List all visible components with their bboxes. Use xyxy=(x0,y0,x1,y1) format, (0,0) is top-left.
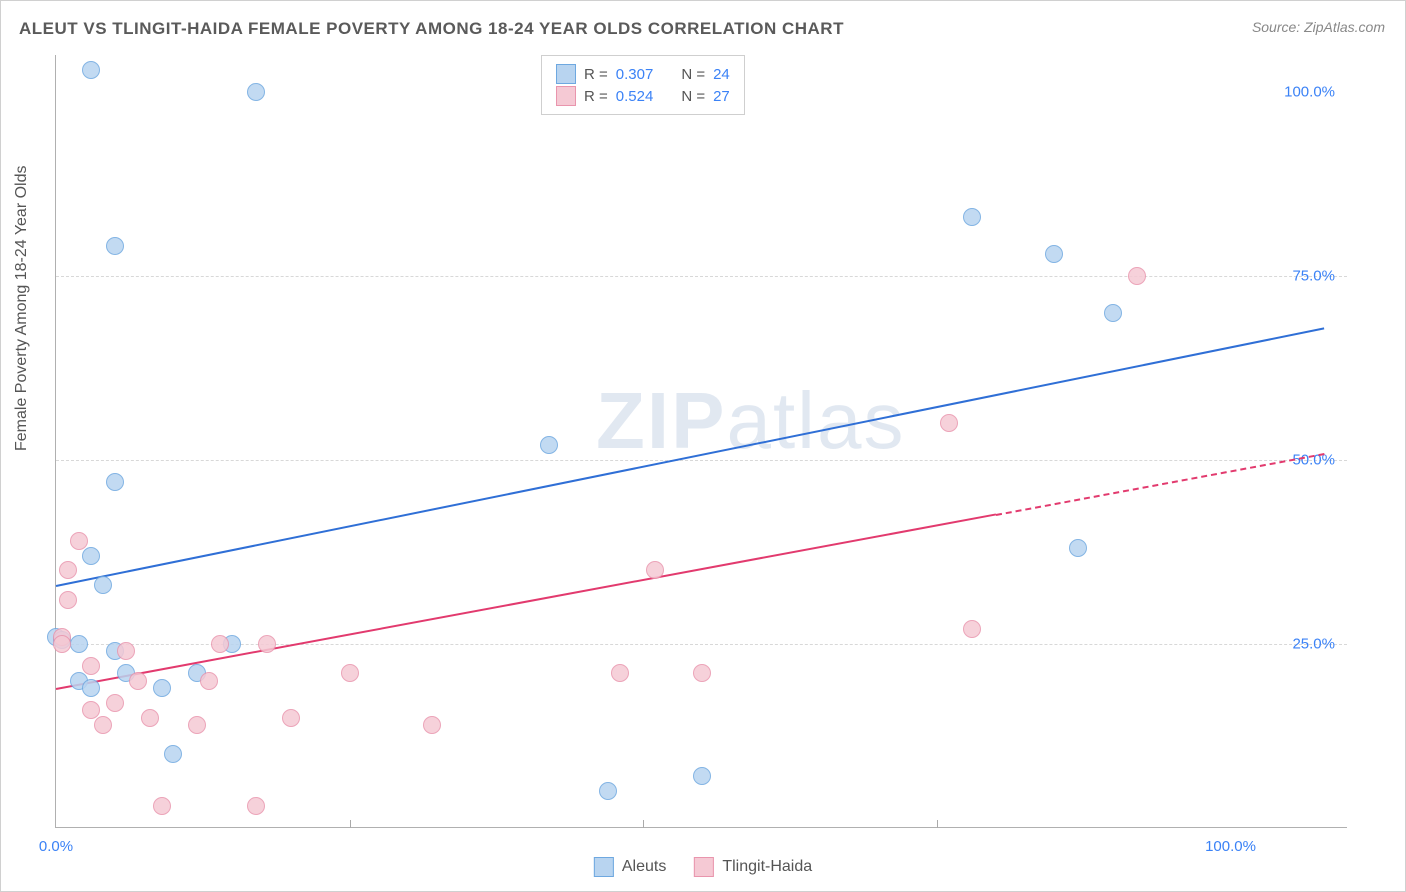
data-point xyxy=(247,797,265,815)
y-tick-label: 25.0% xyxy=(1292,635,1335,652)
gridline-h xyxy=(56,644,1347,645)
legend-swatch-bottom-1 xyxy=(694,857,714,877)
x-tick xyxy=(937,820,938,828)
legend-n-label: N = xyxy=(681,88,705,105)
gridline-h xyxy=(56,460,1347,461)
legend-series-item-1: Tlingit-Haida xyxy=(694,857,812,877)
y-axis-label: Female Poverty Among 18-24 Year Olds xyxy=(13,166,31,452)
chart-title: ALEUT VS TLINGIT-HAIDA FEMALE POVERTY AM… xyxy=(19,19,844,39)
data-point xyxy=(153,797,171,815)
data-point xyxy=(963,208,981,226)
x-tick xyxy=(643,820,644,828)
legend-series-label-1: Tlingit-Haida xyxy=(722,858,812,876)
trend-line-1 xyxy=(995,453,1324,516)
data-point xyxy=(693,664,711,682)
data-point xyxy=(540,436,558,454)
legend-stats-row-0: R = 0.307 N = 24 xyxy=(556,64,730,84)
data-point xyxy=(164,745,182,763)
data-point xyxy=(82,679,100,697)
data-point xyxy=(53,635,71,653)
data-point xyxy=(611,664,629,682)
data-point xyxy=(423,716,441,734)
data-point xyxy=(141,709,159,727)
data-point xyxy=(129,672,147,690)
legend-r-value-1: 0.524 xyxy=(616,88,654,105)
data-point xyxy=(94,716,112,734)
x-tick-label: 100.0% xyxy=(1205,838,1256,855)
source-label: Source: ZipAtlas.com xyxy=(1252,19,1385,35)
data-point xyxy=(59,591,77,609)
data-point xyxy=(106,237,124,255)
data-point xyxy=(70,635,88,653)
legend-series-item-0: Aleuts xyxy=(594,857,666,877)
legend-swatch-bottom-0 xyxy=(594,857,614,877)
data-point xyxy=(188,716,206,734)
legend-series-label-0: Aleuts xyxy=(622,858,666,876)
data-point xyxy=(94,576,112,594)
y-tick-label: 100.0% xyxy=(1284,83,1335,100)
legend-n-value-0: 24 xyxy=(713,66,730,83)
gridline-h xyxy=(56,276,1347,277)
data-point xyxy=(211,635,229,653)
data-point xyxy=(82,547,100,565)
data-point xyxy=(1045,245,1063,263)
data-point xyxy=(963,620,981,638)
plot-area: ZIPatlas 25.0%50.0%75.0%100.0%0.0%100.0% xyxy=(55,55,1347,828)
legend-stats: R = 0.307 N = 24 R = 0.524 N = 27 xyxy=(541,55,745,115)
data-point xyxy=(258,635,276,653)
legend-r-label: R = xyxy=(584,66,608,83)
data-point xyxy=(1104,304,1122,322)
data-point xyxy=(646,561,664,579)
data-point xyxy=(341,664,359,682)
data-point xyxy=(82,701,100,719)
y-tick-label: 75.0% xyxy=(1292,267,1335,284)
data-point xyxy=(106,473,124,491)
watermark-rest: atlas xyxy=(726,376,905,465)
trend-line-0 xyxy=(56,327,1325,587)
data-point xyxy=(117,642,135,660)
data-point xyxy=(247,83,265,101)
legend-stats-row-1: R = 0.524 N = 27 xyxy=(556,86,730,106)
legend-n-value-1: 27 xyxy=(713,88,730,105)
legend-swatch-1 xyxy=(556,86,576,106)
data-point xyxy=(1069,539,1087,557)
legend-series: Aleuts Tlingit-Haida xyxy=(594,857,812,877)
data-point xyxy=(940,414,958,432)
data-point xyxy=(1128,267,1146,285)
data-point xyxy=(153,679,171,697)
chart-container: ALEUT VS TLINGIT-HAIDA FEMALE POVERTY AM… xyxy=(0,0,1406,892)
legend-r-label: R = xyxy=(584,88,608,105)
data-point xyxy=(70,532,88,550)
data-point xyxy=(282,709,300,727)
data-point xyxy=(82,61,100,79)
legend-n-label: N = xyxy=(681,66,705,83)
data-point xyxy=(693,767,711,785)
data-point xyxy=(82,657,100,675)
x-tick-label: 0.0% xyxy=(39,838,73,855)
legend-r-value-0: 0.307 xyxy=(616,66,654,83)
x-tick xyxy=(350,820,351,828)
legend-swatch-0 xyxy=(556,64,576,84)
data-point xyxy=(59,561,77,579)
data-point xyxy=(200,672,218,690)
data-point xyxy=(599,782,617,800)
data-point xyxy=(106,694,124,712)
